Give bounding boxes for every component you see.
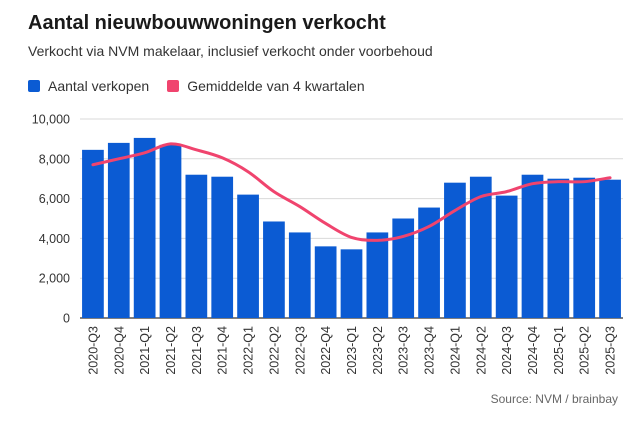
bar: [521, 174, 544, 318]
bar: [599, 179, 621, 318]
x-tick-label: 2022-Q2: [267, 326, 281, 375]
legend-item-bars: Aantal verkopen: [28, 78, 149, 94]
bar: [237, 194, 259, 318]
x-tick-label: 2024-Q4: [526, 326, 540, 375]
source-note: Source: NVM / brainbay: [490, 392, 618, 406]
bar: [366, 232, 389, 318]
x-tick-label: 2025-Q3: [604, 326, 618, 375]
bar: [211, 176, 234, 318]
x-tick-label: 2025-Q1: [552, 326, 566, 375]
legend-label-line: Gemiddelde van 4 kwartalen: [187, 78, 365, 94]
x-tick-label: 2021-Q3: [190, 326, 204, 375]
chart-title: Aantal nieuwbouwwoningen verkocht: [28, 12, 386, 34]
bar: [314, 246, 337, 318]
bar: [573, 177, 596, 318]
x-tick-label: 2023-Q2: [371, 326, 385, 375]
x-tick-label: 2024-Q3: [500, 326, 514, 375]
x-tick-label: 2024-Q2: [474, 326, 488, 375]
bar: [288, 232, 311, 318]
legend: Aantal verkopen Gemiddelde van 4 kwartal…: [28, 78, 383, 94]
y-tick-label: 0: [63, 312, 70, 326]
x-tick-label: 2023-Q3: [397, 326, 411, 375]
y-tick-label: 2,000: [39, 272, 70, 286]
bar: [444, 182, 466, 318]
x-tick-label: 2023-Q4: [423, 326, 437, 375]
x-tick-label: 2021-Q1: [138, 326, 152, 375]
x-tick-label: 2021-Q2: [164, 326, 178, 375]
x-tick-label: 2022-Q1: [242, 326, 256, 375]
bar: [392, 218, 415, 318]
bar: [469, 176, 492, 318]
bar: [82, 149, 104, 318]
bar: [340, 249, 363, 318]
x-tick-label: 2024-Q1: [448, 326, 462, 375]
x-tick-label: 2023-Q1: [345, 326, 359, 375]
x-tick-label: 2020-Q3: [86, 326, 100, 375]
legend-item-line: Gemiddelde van 4 kwartalen: [167, 78, 365, 94]
bar: [107, 142, 130, 318]
bars: [82, 137, 621, 318]
bar: [263, 221, 285, 318]
y-tick-label: 10,000: [32, 113, 70, 127]
bar: [547, 178, 570, 318]
bar: [185, 174, 208, 318]
average-line-group: [91, 142, 612, 242]
legend-label-bars: Aantal verkopen: [48, 78, 150, 94]
y-tick-label: 8,000: [39, 152, 70, 166]
legend-swatch-bars: [28, 80, 40, 92]
bar: [159, 144, 182, 318]
legend-swatch-line: [167, 80, 180, 92]
x-tick-label: 2020-Q4: [112, 326, 126, 375]
x-tick-label: 2025-Q2: [578, 326, 592, 375]
chart-subtitle: Verkocht via NVM makelaar, inclusief ver…: [28, 43, 433, 59]
average-line: [91, 142, 612, 242]
x-tick-label: 2021-Q4: [216, 326, 230, 375]
bar: [133, 137, 156, 318]
y-tick-label: 6,000: [39, 192, 70, 206]
y-axis-ticks: 0 2,000 4,000 6,000 8,000 10,000: [32, 113, 70, 326]
x-axis-ticks: 2020-Q3 2020-Q4 2021-Q1 2021-Q2 2021-Q3 2021-…: [86, 326, 617, 375]
y-tick-label: 4,000: [39, 232, 70, 246]
x-tick-label: 2022-Q3: [293, 326, 307, 375]
x-tick-label: 2022-Q4: [319, 326, 333, 375]
bar: [495, 195, 518, 318]
bar: [418, 207, 440, 318]
